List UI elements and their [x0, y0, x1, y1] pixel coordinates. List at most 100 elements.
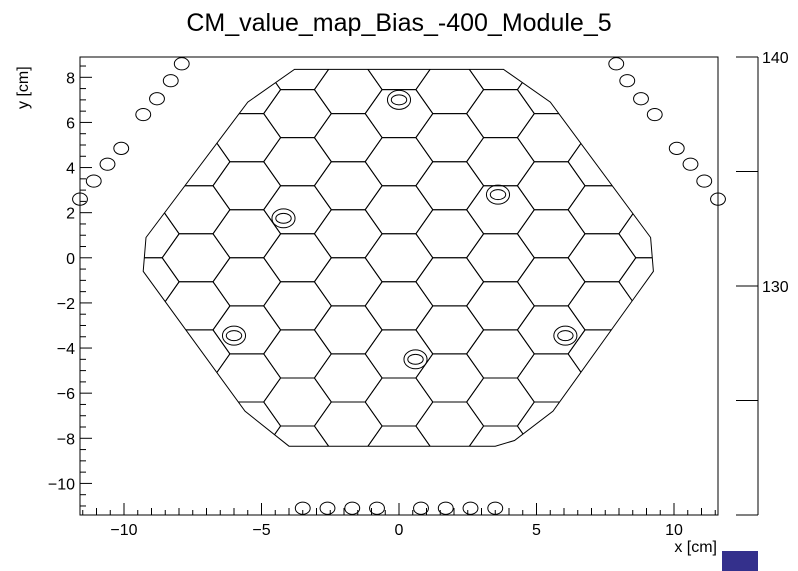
- hex-cell: [313, 161, 383, 211]
- calibration-pad: [386, 89, 412, 110]
- x-tick-label: 5: [532, 522, 541, 539]
- hex-cell: [567, 329, 637, 379]
- hex-cell: [263, 69, 332, 91]
- calibration-pads-layer: [221, 89, 578, 370]
- hex-cell: [161, 233, 231, 283]
- hex-cell: [313, 257, 383, 307]
- edge-cell: [369, 501, 385, 515]
- color-palette-swatch: [722, 551, 758, 571]
- hex-cell: [415, 257, 485, 307]
- chart-title: CM_value_map_Bias_-400_Module_5: [186, 9, 611, 37]
- calibration-pad: [403, 349, 428, 370]
- hex-cell: [567, 185, 637, 235]
- hex-cell: [263, 377, 332, 427]
- hex-cell: [516, 257, 586, 307]
- hex-cell: [263, 329, 332, 379]
- hex-cell: [161, 329, 231, 379]
- hex-cell: [415, 305, 485, 355]
- hex-cell: [415, 401, 485, 447]
- edge-cell: [437, 501, 454, 515]
- hex-cell: [516, 113, 586, 163]
- hex-cell: [143, 257, 180, 307]
- calibration-pad: [221, 325, 247, 346]
- hex-cell: [263, 281, 332, 331]
- hex-cell: [212, 161, 282, 211]
- edge-cell: [99, 157, 116, 171]
- hex-cell: [364, 329, 434, 379]
- hex-cell: [313, 113, 383, 163]
- y-tick-label: −6: [57, 386, 75, 403]
- edge-cell: [173, 57, 190, 71]
- edge-cell: [668, 141, 685, 155]
- hex-cell: [212, 113, 282, 163]
- hex-cell: [212, 305, 282, 355]
- hex-cell: [415, 209, 485, 259]
- hex-cell: [212, 401, 282, 447]
- y-tick-label: 2: [66, 206, 75, 223]
- x-axis-label: x [cm]: [674, 539, 717, 556]
- hex-cell: [364, 137, 434, 187]
- y-tick-label: 8: [66, 70, 75, 87]
- x-tick-label: 10: [665, 522, 683, 539]
- colorbar-tick-label: 140: [762, 50, 789, 67]
- y-tick-label: −2: [57, 296, 75, 313]
- hex-cell: [212, 209, 282, 259]
- calibration-pad: [553, 325, 578, 346]
- hex-cell: [415, 69, 485, 115]
- y-tick-label: 4: [66, 161, 75, 178]
- hex-cell: [567, 233, 637, 283]
- x-tick-label: −10: [110, 522, 137, 539]
- hex-cell: [313, 353, 383, 403]
- x-tick-label: −5: [252, 522, 270, 539]
- hex-cell: [263, 233, 332, 283]
- hex-cell: [415, 113, 485, 163]
- hex-cell: [465, 377, 535, 427]
- y-axis-label: y [cm]: [15, 66, 32, 109]
- hex-cell: [364, 425, 434, 447]
- edge-cell: [113, 141, 130, 155]
- hex-cell: [364, 69, 434, 91]
- hex-cell: [516, 209, 586, 259]
- edge-cell: [149, 92, 165, 106]
- hex-cell: [516, 401, 586, 447]
- x-tick-label: 0: [395, 522, 404, 539]
- hex-cell: [364, 89, 434, 139]
- edge-cell: [413, 501, 429, 515]
- module-outline: [142, 68, 654, 447]
- hex-cell: [313, 209, 383, 259]
- y-tick-label: 0: [66, 251, 75, 268]
- y-tick-label: −4: [57, 341, 75, 358]
- hex-cell: [313, 305, 383, 355]
- hex-cell: [567, 281, 637, 331]
- edge-cell: [162, 74, 179, 88]
- hex-cell: [313, 401, 383, 447]
- edge-cell: [646, 107, 663, 122]
- hex-cell: [161, 185, 231, 235]
- hex-cell: [465, 329, 535, 379]
- edge-cell: [608, 57, 625, 71]
- y-tick-label: 6: [66, 115, 75, 132]
- hex-cell: [618, 209, 654, 259]
- edge-cell: [135, 107, 152, 122]
- edge-cell: [682, 157, 699, 171]
- hex-cell: [263, 185, 332, 235]
- module-outline-layer: [142, 68, 654, 447]
- hex-cell: [567, 137, 637, 187]
- hex-cell: [161, 281, 231, 331]
- y-axis: −10 −8 −6 −4 −2 0 2 4 6 8: [48, 65, 92, 507]
- hex-cell: [465, 281, 535, 331]
- edge-cell: [696, 174, 713, 188]
- hex-cell: [212, 69, 282, 115]
- edge-cell: [344, 501, 361, 515]
- y-tick-label: −8: [57, 431, 75, 448]
- hex-cell: [263, 137, 332, 187]
- calibration-pad: [485, 184, 511, 205]
- x-axis: −10 −5 0 5 10: [82, 503, 716, 539]
- edge-cell: [85, 174, 102, 188]
- hex-cell: [161, 137, 231, 187]
- hex-cell: [465, 89, 535, 139]
- edge-cell: [619, 74, 636, 88]
- hex-cell: [364, 377, 434, 427]
- y-tick-label: −10: [48, 476, 75, 493]
